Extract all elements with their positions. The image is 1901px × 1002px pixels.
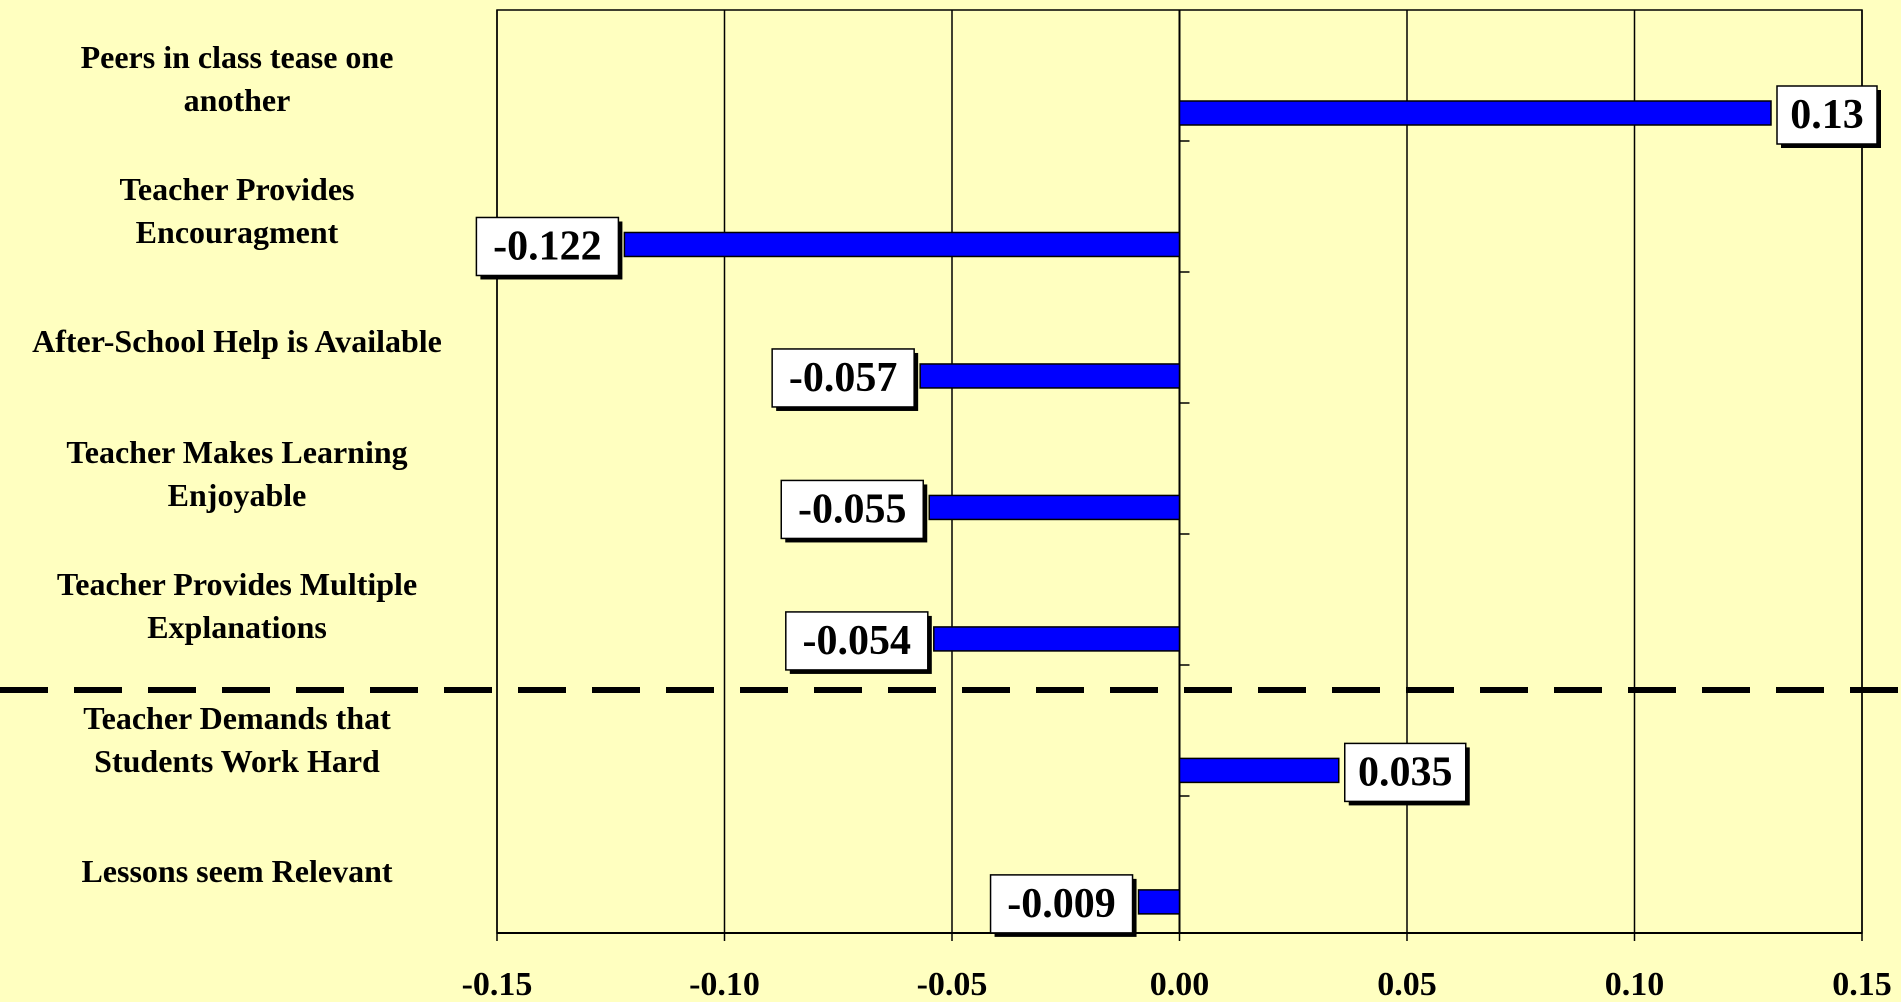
x-tick-label: 0.15 [1832,966,1892,1002]
category-label: Teacher Demands that Students Work Hard [2,697,472,783]
category-label-line: Teacher Makes Learning [66,434,408,470]
category-label-line: Encouragment [135,214,339,250]
category-label-line: Explanations [147,609,327,645]
value-label-box [1776,85,1878,145]
value-label-box [785,611,929,671]
bar [919,363,1181,389]
bar [1178,100,1772,126]
bar [1137,889,1181,915]
value-label-box [1344,742,1467,803]
category-label-line: Students Work Hard [94,743,380,779]
x-tick-label: 0.10 [1605,966,1665,1002]
x-tick-label: -0.15 [462,966,533,1002]
category-label: Peers in class tease one another [2,36,472,122]
value-label: -0.057 [789,355,898,401]
category-label: Teacher Makes Learning Enjoyable [2,431,472,517]
bar [928,494,1181,521]
category-label: Teacher Provides Multiple Explanations [2,563,472,649]
category-label-line: Enjoyable [167,477,307,513]
category-label-line: Teacher Provides [119,171,355,207]
category-label-line: After-School Help is Available [32,323,442,359]
value-label-box [989,874,1134,934]
category-label: After-School Help is Available [2,320,472,363]
value-label: 0.035 [1358,749,1453,795]
value-label: -0.054 [803,618,912,664]
bar [1178,757,1340,784]
value-label-box [475,216,620,277]
category-label: Lessons seem Relevant [2,850,472,893]
category-label-line: Lessons seem Relevant [81,853,393,889]
x-tick-label: 0.00 [1150,966,1210,1002]
category-label-line: another [183,82,291,118]
category-label: Teacher Provides Encouragment [2,168,472,254]
x-tick-label: -0.05 [917,966,988,1002]
x-tick-label: -0.10 [689,966,760,1002]
value-label: 0.13 [1790,92,1864,138]
value-label-box [780,479,924,540]
category-label-line: Teacher Demands that [83,700,391,736]
bar [933,626,1181,652]
x-tick-label: 0.05 [1377,966,1437,1002]
bar [623,231,1181,258]
value-label: -0.055 [798,486,907,532]
value-label-box [771,348,915,408]
category-label-line: Teacher Provides Multiple [56,566,418,602]
category-label-line: Peers in class tease one [80,39,394,75]
value-label: -0.009 [1007,881,1116,927]
value-label: -0.122 [493,223,602,269]
